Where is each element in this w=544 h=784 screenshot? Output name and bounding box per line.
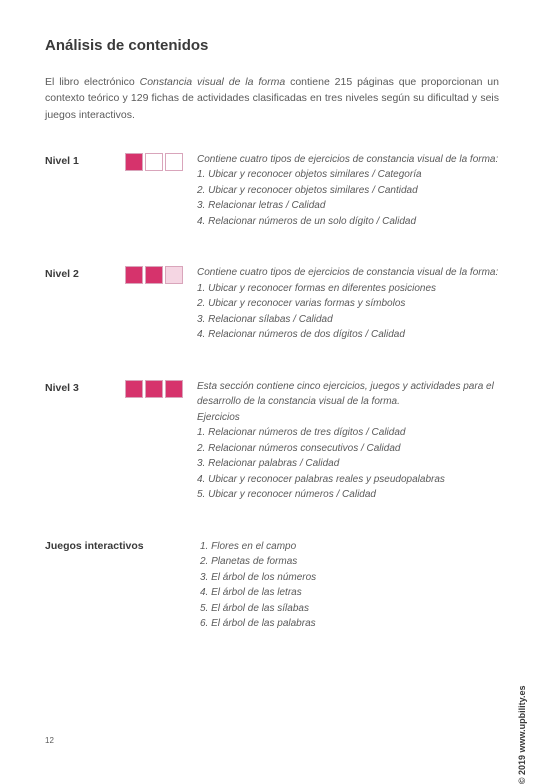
level-heading: Contiene cuatro tipos de ejercicios de c… [197, 152, 499, 168]
games-row: Juegos interactivos 1. Flores en el camp… [45, 539, 499, 632]
level-item: 3. Relacionar sílabas / Calidad [197, 312, 499, 328]
game-item: 2. Planetas de formas [200, 554, 316, 570]
page-title: Análisis de contenidos [45, 35, 499, 58]
intro-pre: El libro electrónico [45, 76, 140, 88]
difficulty-square [165, 266, 183, 284]
game-item: 1. Flores en el campo [200, 539, 316, 555]
level-content: Contiene cuatro tipos de ejercicios de c… [197, 265, 499, 343]
difficulty-squares [125, 265, 183, 284]
difficulty-square [125, 380, 143, 398]
level-item: 3. Relacionar palabras / Calidad [197, 456, 499, 472]
copyright: © 2019 www.upbility.es [517, 685, 531, 784]
games-label: Juegos interactivos [45, 539, 200, 555]
level-item: 3. Relacionar letras / Calidad [197, 198, 499, 214]
level-item: 1. Ubicar y reconocer formas en diferent… [197, 281, 499, 297]
level-row: Nivel 3 Esta sección contiene cinco ejerc… [45, 379, 499, 503]
level-content: Esta sección contiene cinco ejercicios, … [197, 379, 499, 503]
level-item: 4. Relacionar números de dos dígitos / C… [197, 327, 499, 343]
level-item: 4. Ubicar y reconocer palabras reales y … [197, 472, 499, 488]
difficulty-squares [125, 152, 183, 171]
difficulty-squares [125, 379, 183, 398]
difficulty-square [165, 380, 183, 398]
level-item: 5. Ubicar y reconocer números / Calidad [197, 487, 499, 503]
level-item: 2. Ubicar y reconocer objetos similares … [197, 183, 499, 199]
level-row: Nivel 1 Contiene cuatro tipos de ejercici… [45, 152, 499, 230]
level-item: 1. Ubicar y reconocer objetos similares … [197, 167, 499, 183]
intro-paragraph: El libro electrónico Constancia visual d… [45, 74, 499, 124]
level-content: Contiene cuatro tipos de ejercicios de c… [197, 152, 499, 230]
level-item: 2. Relacionar números consecutivos / Cal… [197, 441, 499, 457]
level-label: Nivel 2 [45, 265, 125, 283]
level-label: Nivel 3 [45, 379, 125, 397]
level-item: 4. Relacionar números de un solo dígito … [197, 214, 499, 230]
games-content: 1. Flores en el campo2. Planetas de form… [200, 539, 316, 632]
level-row: Nivel 2 Contiene cuatro tipos de ejercici… [45, 265, 499, 343]
difficulty-square [145, 153, 163, 171]
difficulty-square [145, 380, 163, 398]
difficulty-square [145, 266, 163, 284]
intro-book-title: Constancia visual de la forma [140, 76, 286, 88]
level-label: Nivel 1 [45, 152, 125, 170]
game-item: 3. El árbol de los números [200, 570, 316, 586]
game-item: 4. El árbol de las letras [200, 585, 316, 601]
page-number: 12 [45, 735, 54, 747]
difficulty-square [125, 153, 143, 171]
level-item: 2. Ubicar y reconocer varias formas y sí… [197, 296, 499, 312]
level-heading: Esta sección contiene cinco ejercicios, … [197, 379, 499, 410]
difficulty-square [125, 266, 143, 284]
game-item: 6. El árbol de las palabras [200, 616, 316, 632]
difficulty-square [165, 153, 183, 171]
game-item: 5. El árbol de las sílabas [200, 601, 316, 617]
level-heading: Contiene cuatro tipos de ejercicios de c… [197, 265, 499, 281]
level-item: 1. Relacionar números de tres dígitos / … [197, 425, 499, 441]
level-subheading: Ejercicios [197, 410, 499, 426]
